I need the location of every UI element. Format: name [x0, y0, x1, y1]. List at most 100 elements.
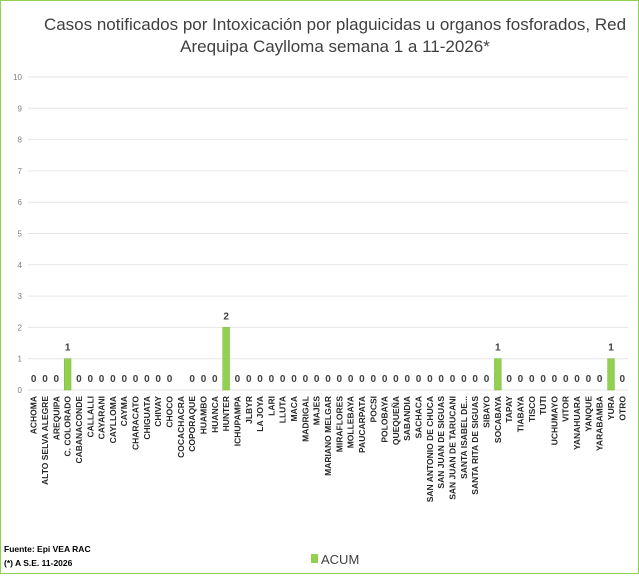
- value-label: 0: [563, 374, 569, 385]
- value-label: 0: [540, 374, 546, 385]
- x-tick-label: CHOCO: [165, 396, 175, 428]
- x-tick-label: MOLLEBAYA: [346, 396, 356, 448]
- value-label: 0: [280, 374, 286, 385]
- chart-title: Casos notificados por Intoxicación por p…: [44, 15, 626, 34]
- x-tick-label: SAN JUAN DE SIGUAS: [436, 396, 446, 489]
- value-label: 0: [314, 374, 320, 385]
- x-tick-label: MARIANO MELGAR: [323, 396, 333, 476]
- y-tick-label: 3: [18, 292, 23, 301]
- value-label: 0: [348, 374, 354, 385]
- chart-title: Arequipa Caylloma semana 1 a 11-2026*: [180, 37, 490, 56]
- x-tick-label: JLBYR: [244, 396, 254, 424]
- value-label: 0: [121, 374, 127, 385]
- x-tick-label: SIBAYO: [481, 396, 491, 428]
- x-tick-label: CHIVAY: [153, 396, 163, 427]
- value-label: 0: [382, 374, 388, 385]
- value-label: 0: [484, 374, 490, 385]
- value-label: 0: [393, 374, 399, 385]
- x-tick-label: C. COLORADO: [63, 396, 73, 457]
- value-label: 0: [99, 374, 105, 385]
- value-label: 0: [416, 374, 422, 385]
- x-tick-label: CAYLLOMA: [108, 396, 118, 443]
- x-tick-label: COCACHACRA: [176, 396, 186, 458]
- x-tick-label: LARI: [266, 396, 276, 416]
- value-label: 0: [461, 374, 467, 385]
- value-label: 0: [87, 374, 93, 385]
- value-label: 0: [597, 374, 603, 385]
- value-label: 0: [359, 374, 365, 385]
- x-tick-label: SACHACA: [414, 396, 424, 439]
- bar: [63, 358, 72, 391]
- value-label: 0: [31, 374, 37, 385]
- footnote: (*) A S.E. 11-2026: [4, 558, 73, 568]
- x-tick-label: ACHOMA: [29, 396, 39, 434]
- legend-swatch: [311, 554, 318, 563]
- x-tick-label: TISCO: [527, 396, 537, 422]
- x-tick-label: HUNTER: [221, 396, 231, 431]
- value-label: 0: [201, 374, 207, 385]
- value-label: 0: [303, 374, 309, 385]
- value-label: 0: [529, 374, 535, 385]
- y-tick-label: 5: [18, 230, 23, 239]
- value-label: 0: [620, 374, 626, 385]
- bar: [222, 327, 230, 391]
- y-tick-label: 2: [18, 323, 23, 332]
- x-tick-label: CABANACONDE: [74, 396, 84, 464]
- x-tick-label: TUTI: [538, 396, 548, 415]
- y-tick-label: 10: [13, 73, 22, 82]
- value-label: 2: [223, 311, 229, 322]
- x-tick-label: YANAHUARA: [572, 396, 582, 450]
- value-label: 0: [235, 374, 241, 385]
- value-label: 0: [518, 374, 524, 385]
- source-note: Fuente: Epi VEA RAC: [4, 544, 91, 554]
- y-tick-label: 9: [18, 104, 23, 113]
- value-label: 0: [438, 374, 444, 385]
- x-tick-label: CAYARANI: [97, 396, 107, 439]
- x-tick-label: SOCABAYA: [493, 396, 503, 443]
- x-tick-label: MAJES: [312, 396, 322, 426]
- x-tick-label: LA JOYA: [255, 396, 265, 432]
- x-tick-label: SABANDIA: [402, 396, 412, 441]
- value-label: 0: [371, 374, 377, 385]
- value-label: 1: [495, 343, 501, 354]
- value-label: 0: [110, 374, 116, 385]
- x-tick-label: SAN ANTONIO DE CHUCA: [425, 396, 435, 502]
- value-label: 0: [337, 374, 343, 385]
- value-label: 0: [144, 374, 150, 385]
- value-label: 0: [506, 374, 512, 385]
- x-tick-label: AREQUIPA: [51, 396, 61, 440]
- x-tick-label: TAPAY: [504, 396, 514, 423]
- value-label: 0: [189, 374, 195, 385]
- value-label: 0: [586, 374, 592, 385]
- value-label: 0: [155, 374, 161, 385]
- x-tick-label: UCHUMAYO: [549, 396, 559, 446]
- x-tick-label: MIRAFLORES: [334, 396, 344, 453]
- x-tick-label: CHIGUATA: [142, 396, 152, 440]
- value-label: 0: [212, 374, 218, 385]
- value-label: 0: [246, 374, 252, 385]
- x-tick-label: ALTO SELVA ALEGRE: [40, 396, 50, 485]
- bar: [607, 358, 615, 391]
- x-tick-label: CHARACATO: [131, 396, 141, 450]
- value-label: 1: [608, 343, 614, 354]
- x-tick-label: SANTA ISABEL DE...: [459, 396, 469, 479]
- value-label: 0: [472, 374, 478, 385]
- x-tick-label: POLOBAYA: [380, 396, 390, 443]
- y-tick-label: 4: [18, 261, 23, 270]
- x-tick-label: HUANCA: [210, 396, 220, 433]
- y-tick-label: 6: [18, 198, 23, 207]
- x-tick-label: VITOR: [561, 396, 571, 422]
- legend-label: ACUM: [321, 552, 359, 567]
- y-tick-label: 8: [18, 136, 23, 145]
- x-tick-label: HUAMBO: [198, 396, 208, 435]
- bar: [494, 358, 502, 391]
- x-tick-label: MACA: [289, 396, 299, 422]
- x-tick-label: CAYMA: [119, 396, 129, 426]
- x-tick-label: TIABAYA: [515, 396, 525, 432]
- x-tick-label: POCSI: [368, 396, 378, 422]
- x-tick-label: COPORAQUE: [187, 396, 197, 452]
- value-label: 0: [574, 374, 580, 385]
- value-label: 0: [133, 374, 139, 385]
